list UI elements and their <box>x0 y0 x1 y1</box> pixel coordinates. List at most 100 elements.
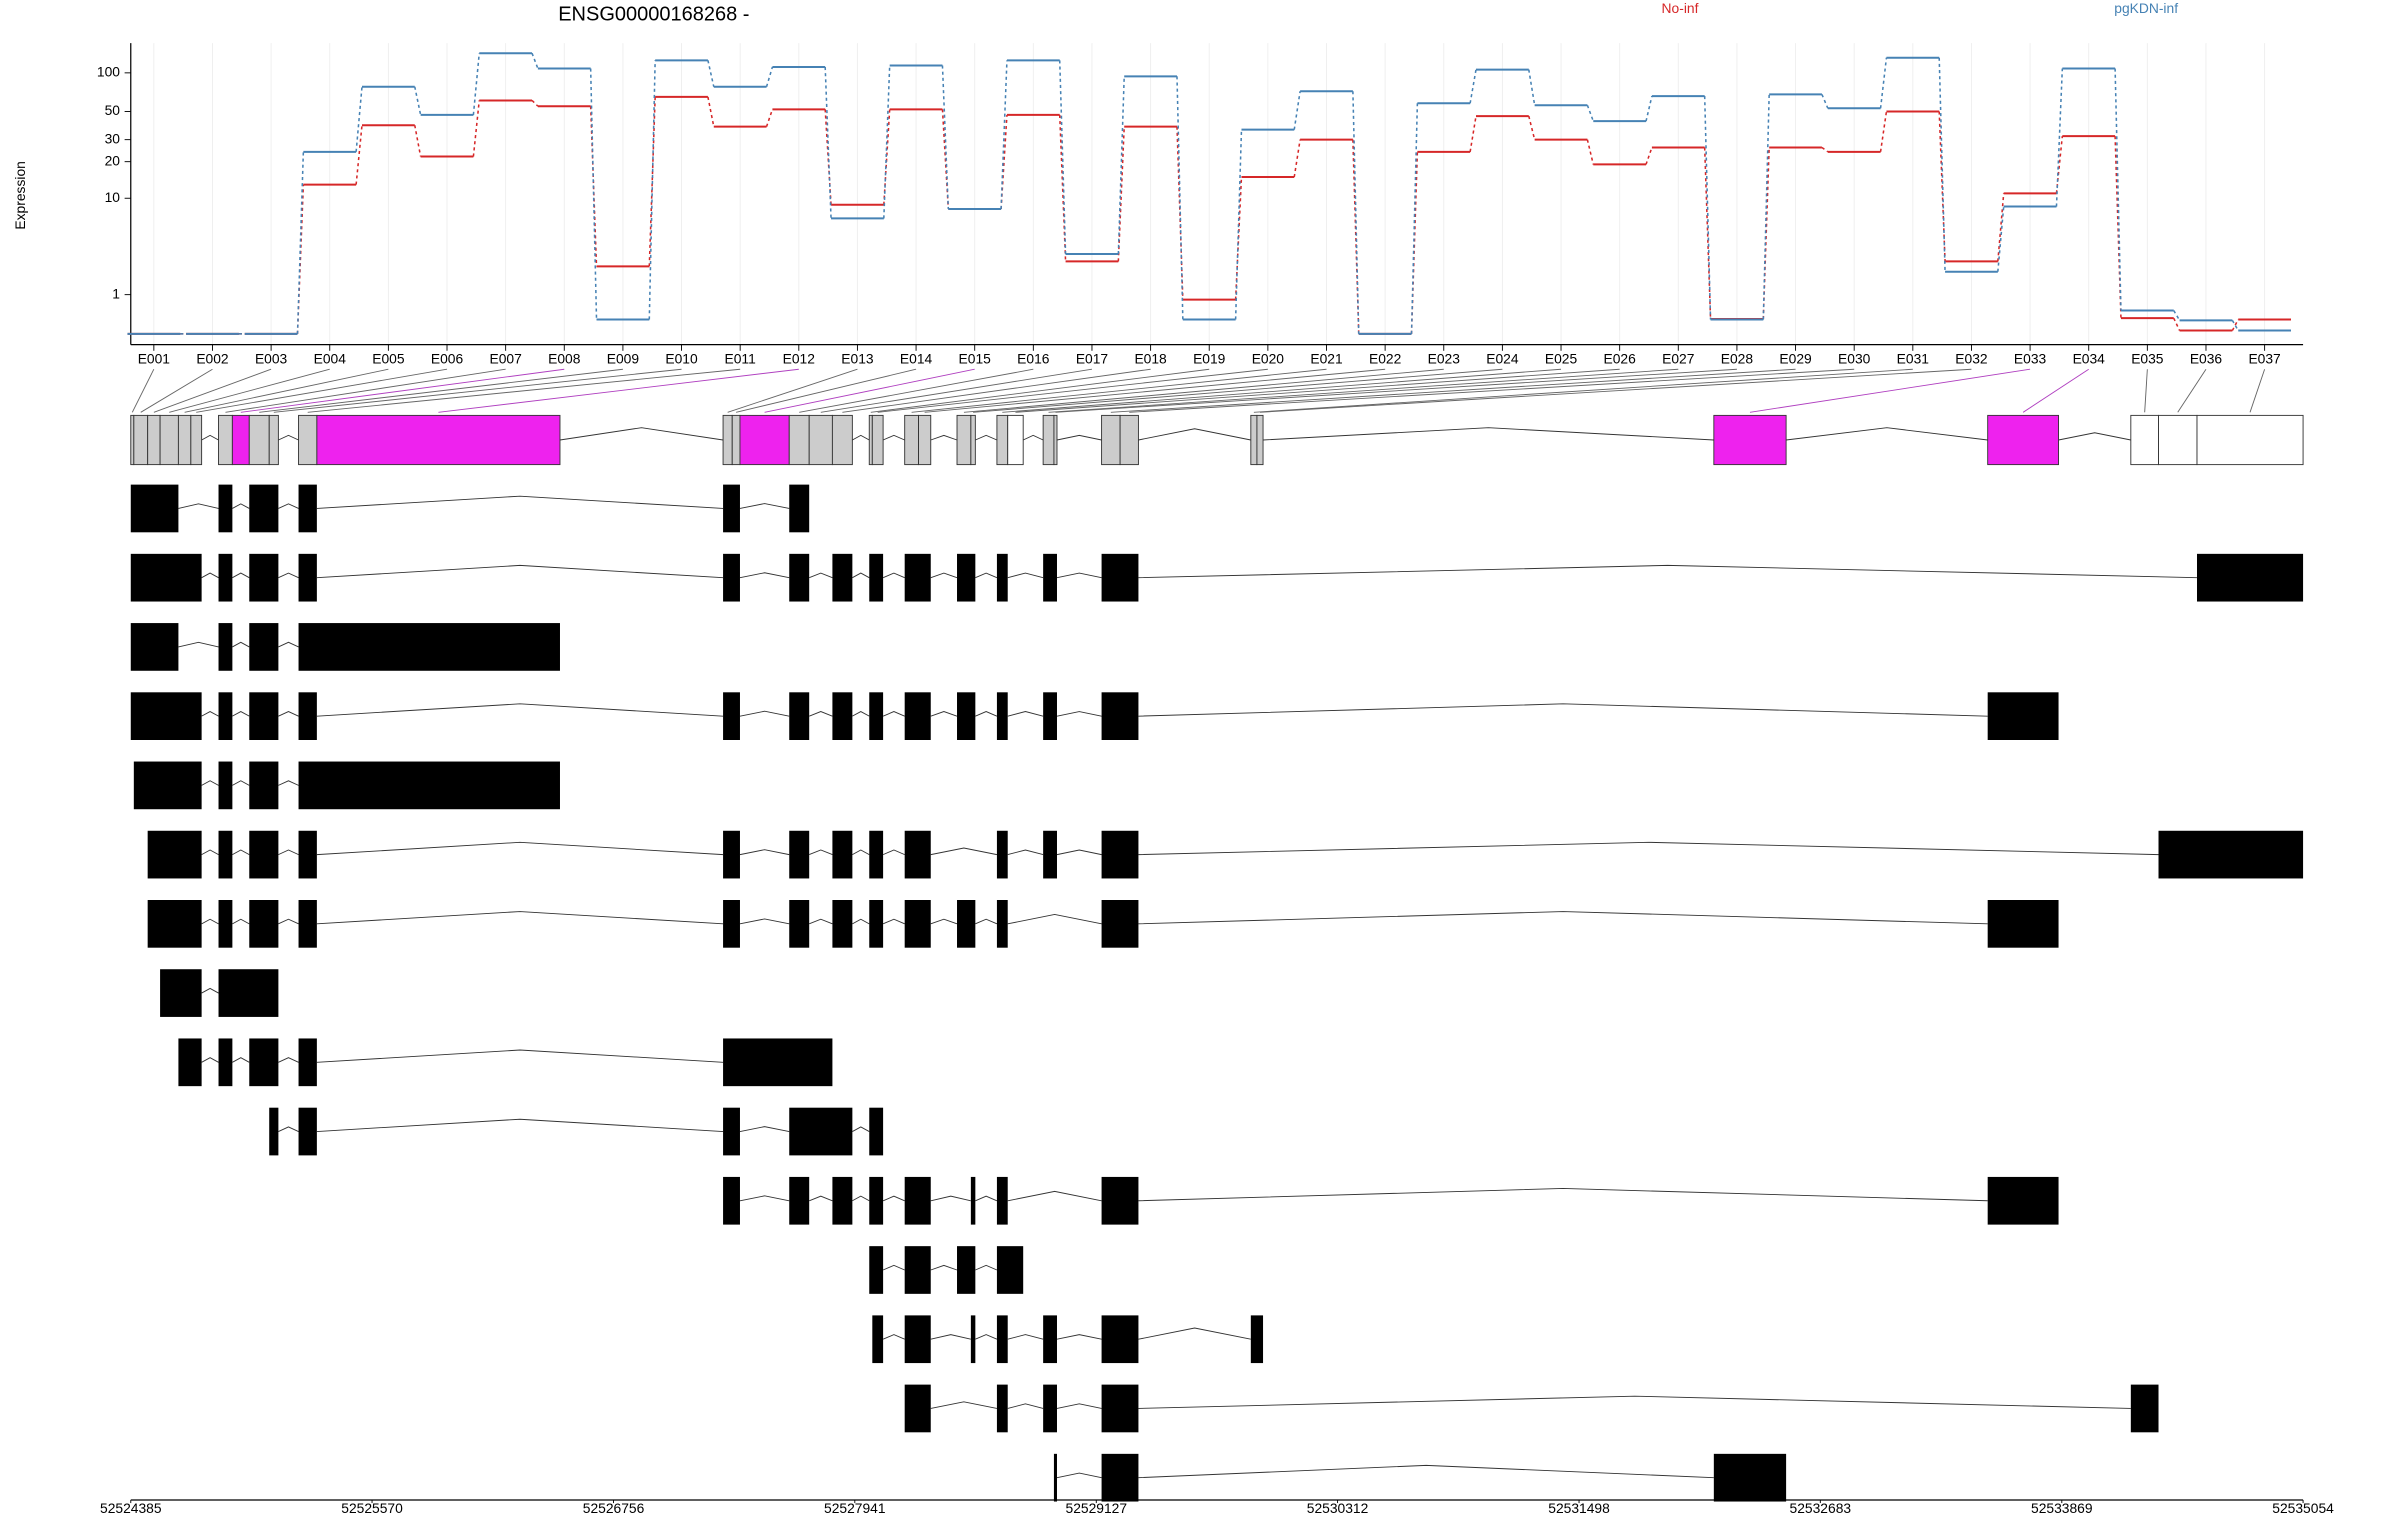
exon <box>316 414 561 466</box>
transcript-exon <box>1987 900 2059 948</box>
transcript-intron <box>852 711 870 717</box>
transcript-intron <box>852 849 870 856</box>
transcript-exon <box>218 1038 233 1087</box>
transcript-exon <box>218 553 233 602</box>
x-tick-label: E036 <box>2190 351 2223 367</box>
transcript-exon <box>1101 553 1139 602</box>
step-connector <box>531 99 539 107</box>
step-connector <box>1997 193 2005 262</box>
exon <box>1250 414 1258 466</box>
x-tick-label: E028 <box>1721 351 1754 367</box>
x-tick-label: E031 <box>1897 351 1930 367</box>
genomic-tick-label: 52524385 <box>100 1500 162 1516</box>
exon <box>918 414 932 466</box>
transcript-exon <box>298 761 560 810</box>
transcript-exon <box>218 484 233 533</box>
transcript-intron <box>316 564 724 579</box>
x-tick-label: E016 <box>1017 351 1050 367</box>
transcript-intron <box>278 918 299 925</box>
genomic-tick-label: 52527941 <box>824 1500 886 1516</box>
transcript-exon <box>1043 1384 1057 1433</box>
exon <box>1053 414 1058 466</box>
transcript-intron <box>316 911 724 925</box>
transcript-exon <box>904 830 931 879</box>
transcript-exon <box>130 623 179 671</box>
transcript-intron <box>178 503 219 509</box>
transcript-intron <box>1056 849 1102 856</box>
step-connector <box>472 53 481 115</box>
x-tick-label: E024 <box>1486 351 1519 367</box>
exon-connector <box>225 368 506 413</box>
transcript-exon <box>996 692 1008 740</box>
transcript-intron <box>975 1264 998 1271</box>
transcript-intron <box>201 987 219 994</box>
genomic-tick-label: 52533869 <box>2031 1500 2093 1516</box>
transcript-exon <box>1043 692 1057 740</box>
transcript-intron <box>278 780 299 786</box>
step-connector <box>1703 96 1712 320</box>
step-connector <box>531 52 539 69</box>
transcript-exon <box>832 900 853 948</box>
step-connector <box>1762 147 1770 320</box>
transcript-exon <box>1043 1315 1057 1364</box>
transcript-exon <box>147 900 202 948</box>
transcript-exon <box>2158 830 2304 879</box>
exon-connector <box>735 368 917 413</box>
transcript-exon <box>1713 1453 1787 1502</box>
transcript-intron <box>1138 703 1988 717</box>
transcript-exon <box>249 692 279 740</box>
y-tick-label: 20 <box>105 152 121 168</box>
exon <box>1987 414 2060 466</box>
exon <box>231 414 250 466</box>
exon <box>1101 414 1121 466</box>
step-connector <box>355 125 363 185</box>
x-tick-label: E014 <box>900 351 933 367</box>
exon-connector <box>2249 369 2266 413</box>
transcript-exon <box>1101 830 1139 879</box>
transcript-exon <box>2130 1384 2159 1433</box>
step-connector <box>1117 76 1125 255</box>
step-connector <box>1528 69 1536 106</box>
y-tick-label: 50 <box>105 102 121 118</box>
exon-connector <box>820 368 1093 413</box>
exon <box>904 414 919 466</box>
transcript-intron <box>882 711 905 717</box>
transcript-intron <box>930 572 958 579</box>
exon-connector <box>1048 368 1679 413</box>
transcript-intron <box>882 572 905 579</box>
transcript-exon <box>869 1176 884 1225</box>
transcript-exon <box>869 1107 884 1156</box>
transcript-exon <box>723 1038 833 1087</box>
x-tick-label: E022 <box>1369 351 1401 367</box>
exon <box>788 414 810 466</box>
transcript-intron <box>975 1195 998 1202</box>
transcript-exon <box>869 900 884 948</box>
exon <box>996 414 1009 466</box>
exon-connector <box>1253 368 1913 413</box>
exon-connector <box>727 368 858 413</box>
transcript-intron <box>882 1195 905 1202</box>
transcript-exon <box>249 830 279 879</box>
step-connector <box>941 109 950 210</box>
x-tick-label: E020 <box>1252 351 1285 367</box>
transcript-intron <box>809 711 833 717</box>
transcript-intron <box>882 1264 905 1271</box>
step-connector <box>1117 126 1125 262</box>
transcript-intron <box>930 1264 958 1271</box>
transcript-intron <box>232 1057 250 1063</box>
exon <box>2130 414 2159 466</box>
exon <box>831 414 853 466</box>
transcript-exon <box>996 1246 1024 1294</box>
transcript-exon <box>249 900 279 948</box>
x-tick-label: E006 <box>431 351 464 367</box>
step-connector <box>648 60 656 320</box>
step-connector <box>707 96 715 127</box>
x-tick-label: E023 <box>1428 351 1461 367</box>
step-connector <box>1703 147 1712 320</box>
transcript-exon <box>298 692 317 740</box>
exon <box>871 414 884 466</box>
x-tick-label: E037 <box>2248 351 2280 367</box>
transcript-intron <box>930 711 958 717</box>
transcript-exon <box>970 1176 976 1225</box>
exon-connector <box>1002 368 1562 413</box>
